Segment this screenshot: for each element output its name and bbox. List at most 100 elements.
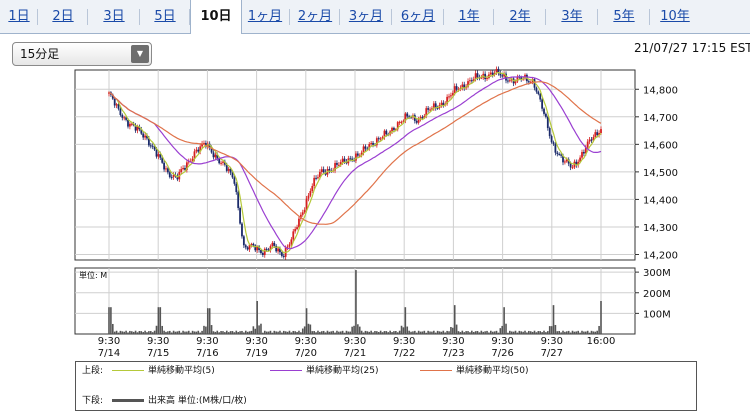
volume-bar xyxy=(499,328,502,334)
sma-5-line xyxy=(108,71,602,254)
candle-body xyxy=(220,162,222,164)
candle-body xyxy=(567,159,570,164)
volume-bar xyxy=(434,332,437,334)
volume-bar xyxy=(157,307,160,334)
volume-bar xyxy=(218,332,220,334)
candle-body xyxy=(476,73,479,78)
tab-range-7[interactable]: 2ヶ月 xyxy=(290,0,340,33)
tab-range-4[interactable]: 5日 xyxy=(140,0,190,33)
volume-bar xyxy=(284,331,287,334)
legend-sma25-label: 単純移動平均(25) xyxy=(306,366,379,376)
volume-bar xyxy=(210,325,213,334)
candle-body xyxy=(237,192,240,208)
volume-bar xyxy=(140,331,143,334)
tab-range-5[interactable]: 10日 xyxy=(190,0,242,34)
candle-body xyxy=(375,138,378,146)
volume-bar xyxy=(330,331,333,334)
candle-body xyxy=(554,143,557,153)
tab-range-12[interactable]: 3年 xyxy=(546,0,598,33)
price-tick-label: 14,400 xyxy=(643,195,678,206)
volume-bar xyxy=(123,331,125,334)
tab-range-1[interactable]: 1日 xyxy=(0,0,38,33)
tab-range-3[interactable]: 3日 xyxy=(88,0,140,33)
volume-bar xyxy=(138,331,141,334)
volume-bar xyxy=(290,332,293,334)
candle-body xyxy=(280,252,283,256)
tab-range-8[interactable]: 3ヶ月 xyxy=(340,0,392,33)
x-tick-time: 9:30 xyxy=(147,336,169,347)
volume-bar xyxy=(586,330,589,334)
candle-body xyxy=(584,147,587,154)
legend-sma50-line xyxy=(420,370,452,371)
volume-bar xyxy=(427,330,429,334)
volume-bar xyxy=(132,331,135,334)
volume-bar xyxy=(129,330,131,334)
volume-bar xyxy=(161,325,163,334)
candle-body xyxy=(290,239,293,245)
volume-bar xyxy=(246,331,249,334)
candle-body xyxy=(311,186,314,192)
candle-body xyxy=(309,191,312,196)
candle-body xyxy=(176,176,179,180)
candle-body xyxy=(244,245,247,248)
chevron-down-icon[interactable]: ▼ xyxy=(131,45,149,63)
volume-bar xyxy=(176,331,179,334)
candle-body xyxy=(381,137,384,139)
candle-body xyxy=(495,68,498,74)
volume-bar xyxy=(374,330,376,334)
tab-range-10[interactable]: 1年 xyxy=(444,0,494,33)
volume-bar xyxy=(142,332,144,334)
volume-bar xyxy=(125,330,127,334)
legend-volume-label: 出来高 単位:(M株/口/枚) xyxy=(148,396,247,406)
candle-body xyxy=(558,154,561,156)
volume-bar xyxy=(163,330,165,334)
volume-bar xyxy=(248,331,251,334)
volume-bar xyxy=(484,331,486,334)
volume-bar xyxy=(535,332,538,334)
volume-bar xyxy=(379,330,382,334)
candle-body xyxy=(474,73,477,80)
volume-bar xyxy=(260,323,262,334)
tab-range-2[interactable]: 2日 xyxy=(38,0,88,33)
candle-body xyxy=(425,108,428,116)
candle-body xyxy=(588,139,591,142)
legend-sma25: 単純移動平均(25) xyxy=(270,364,378,378)
candle-body xyxy=(436,108,439,110)
candle-body xyxy=(157,154,160,157)
volume-bar xyxy=(275,331,277,334)
candle-body xyxy=(419,117,422,119)
tab-range-6[interactable]: 1ヶ月 xyxy=(240,0,290,33)
tab-range-13[interactable]: 5年 xyxy=(598,0,650,33)
volume-bar xyxy=(480,330,483,334)
legend-upper-row: 上段: 単純移動平均(5) 単純移動平均(25) 単純移動平均(50) xyxy=(82,364,528,378)
candle-body xyxy=(267,249,270,251)
candle-body xyxy=(546,116,549,129)
volume-bar xyxy=(368,331,371,334)
volume-bar xyxy=(550,326,553,334)
volume-bar xyxy=(282,330,285,334)
candle-body xyxy=(125,117,127,120)
volume-bar xyxy=(510,331,513,334)
tab-range-9[interactable]: 6ヶ月 xyxy=(392,0,444,33)
tab-range-11[interactable]: 2年 xyxy=(494,0,546,33)
candle-body xyxy=(294,229,297,232)
candle-body xyxy=(313,177,316,187)
interval-select[interactable]: 15分足 ▼ xyxy=(12,42,152,66)
volume-bar xyxy=(214,331,217,334)
volume-bar xyxy=(457,331,460,334)
volume-bar xyxy=(167,331,169,334)
volume-bar xyxy=(281,332,283,334)
candle-body xyxy=(322,169,325,173)
tab-range-14[interactable]: 10年 xyxy=(660,9,690,24)
candle-body xyxy=(337,164,340,166)
volume-bar xyxy=(184,331,186,334)
candle-body xyxy=(263,248,266,255)
candle-body xyxy=(489,72,492,75)
candle-body xyxy=(499,72,502,76)
volume-bar xyxy=(450,326,452,334)
volume-bar xyxy=(341,330,344,334)
volume-bar xyxy=(421,331,424,334)
candle-body xyxy=(440,102,443,106)
candle-body xyxy=(334,163,336,171)
price-chart: 14,800 14,700 14,600 14,500 14,400 14,300 14,2… xyxy=(74,66,678,359)
